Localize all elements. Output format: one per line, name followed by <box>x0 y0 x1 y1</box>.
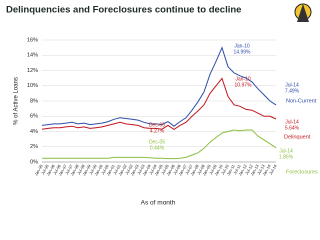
series-label: Foreclosures <box>286 169 318 175</box>
annotation-date: Jan-10 <box>234 43 250 49</box>
x-tick-label: Jul-99 <box>88 163 98 176</box>
y-tick-label: 8% <box>30 98 38 104</box>
annotation-value: 4.27% <box>150 128 165 134</box>
x-tick-label: Jul-10 <box>220 163 230 176</box>
x-tick-label: Jul-04 <box>148 163 158 176</box>
y-tick-label: 6% <box>30 114 38 120</box>
y-tick-label: 16% <box>27 37 38 43</box>
x-tick-label: Jan-00 <box>93 163 104 177</box>
x-tick-label: Jan-02 <box>117 163 128 177</box>
x-tick-label: Jan-10 <box>213 163 224 177</box>
series-label: Delinquent <box>284 134 311 140</box>
annotation-value: 10.97% <box>235 82 253 88</box>
x-tick-label: Jul-97 <box>64 163 74 176</box>
chart: Delinquencies and Foreclosures continue … <box>6 3 318 207</box>
x-tick-label: Jan-14 <box>261 163 272 177</box>
x-tick-label: Jul-05 <box>160 163 170 176</box>
x-tick-label: Jan-97 <box>57 163 68 177</box>
y-tick-label: 14% <box>27 53 38 59</box>
x-tick-label: Jul-02 <box>124 163 134 176</box>
x-tick-label: Jul-98 <box>76 163 86 176</box>
annotation-date: Dec-05 <box>149 139 165 145</box>
series-line <box>42 129 277 160</box>
annotation-date: Jul-14 <box>285 119 299 125</box>
annotation-value: 1.85% <box>279 154 294 160</box>
x-tick-label: Jul-03 <box>136 163 146 176</box>
x-tick-label: Jan-01 <box>105 163 116 177</box>
x-tick-label: Jul-13 <box>256 163 266 176</box>
x-tick-label: Jul-06 <box>172 163 182 176</box>
x-tick-label: Jul-07 <box>184 163 194 176</box>
x-tick-label: Jul-08 <box>196 163 206 176</box>
annotation-date: Jan-10 <box>235 76 251 82</box>
x-tick-label: Jan-99 <box>81 163 92 177</box>
annotation-value: 0.44% <box>150 145 165 151</box>
annotation-value: 7.49% <box>285 88 300 94</box>
x-tick-label: Jan-96 <box>45 163 56 177</box>
y-tick-label: 0% <box>30 159 38 165</box>
x-tick-label: Jan-11 <box>225 163 236 177</box>
annotation-date: Jul-14 <box>279 148 293 154</box>
series-line <box>41 77 277 131</box>
annotation-date: Jul-14 <box>285 82 299 88</box>
y-tick-label: 2% <box>30 144 38 150</box>
y-tick-label: 4% <box>30 129 38 135</box>
series-label: Non-Current <box>286 98 317 104</box>
x-tick-label: Jul-12 <box>244 163 254 176</box>
x-tick-label: Jan-13 <box>249 163 260 177</box>
annotation-value: 5.64% <box>285 125 300 131</box>
x-tick-label: Jan-07 <box>177 163 188 177</box>
y-tick-label: 10% <box>27 83 38 89</box>
x-tick-label: Jul-09 <box>208 163 218 176</box>
x-tick-label: Jan-06 <box>165 163 176 177</box>
annotation-date: Dec-05 <box>149 122 165 128</box>
x-tick-label: Jan-03 <box>129 163 140 177</box>
x-tick-label: Jan-09 <box>201 163 212 177</box>
y-axis-label: % of Active Loans <box>14 77 20 125</box>
x-tick-label: Jan-04 <box>141 163 152 177</box>
x-tick-label: Jul-00 <box>100 163 110 176</box>
x-tick-label: Jan-98 <box>69 163 80 177</box>
series-line <box>41 46 277 127</box>
x-tick-label: Jul-11 <box>232 163 242 175</box>
logo <box>294 3 312 22</box>
x-tick-label: Jan-12 <box>237 163 248 177</box>
x-tick-label: Jul-95 <box>40 163 50 176</box>
x-tick-label: Jul-01 <box>112 163 122 176</box>
x-tick-label: Jan-95 <box>33 163 44 177</box>
x-tick-label: Jan-08 <box>189 163 200 177</box>
y-tick-label: 12% <box>27 68 38 74</box>
chart-title: Delinquencies and Foreclosures continue … <box>6 5 241 16</box>
x-tick-label: Jul-14 <box>268 163 278 176</box>
x-tick-label: Jul-96 <box>52 163 62 176</box>
x-tick-label: Jan-05 <box>153 163 164 177</box>
x-axis-label: As of month <box>141 200 176 207</box>
annotation-value: 14.99% <box>234 49 252 55</box>
